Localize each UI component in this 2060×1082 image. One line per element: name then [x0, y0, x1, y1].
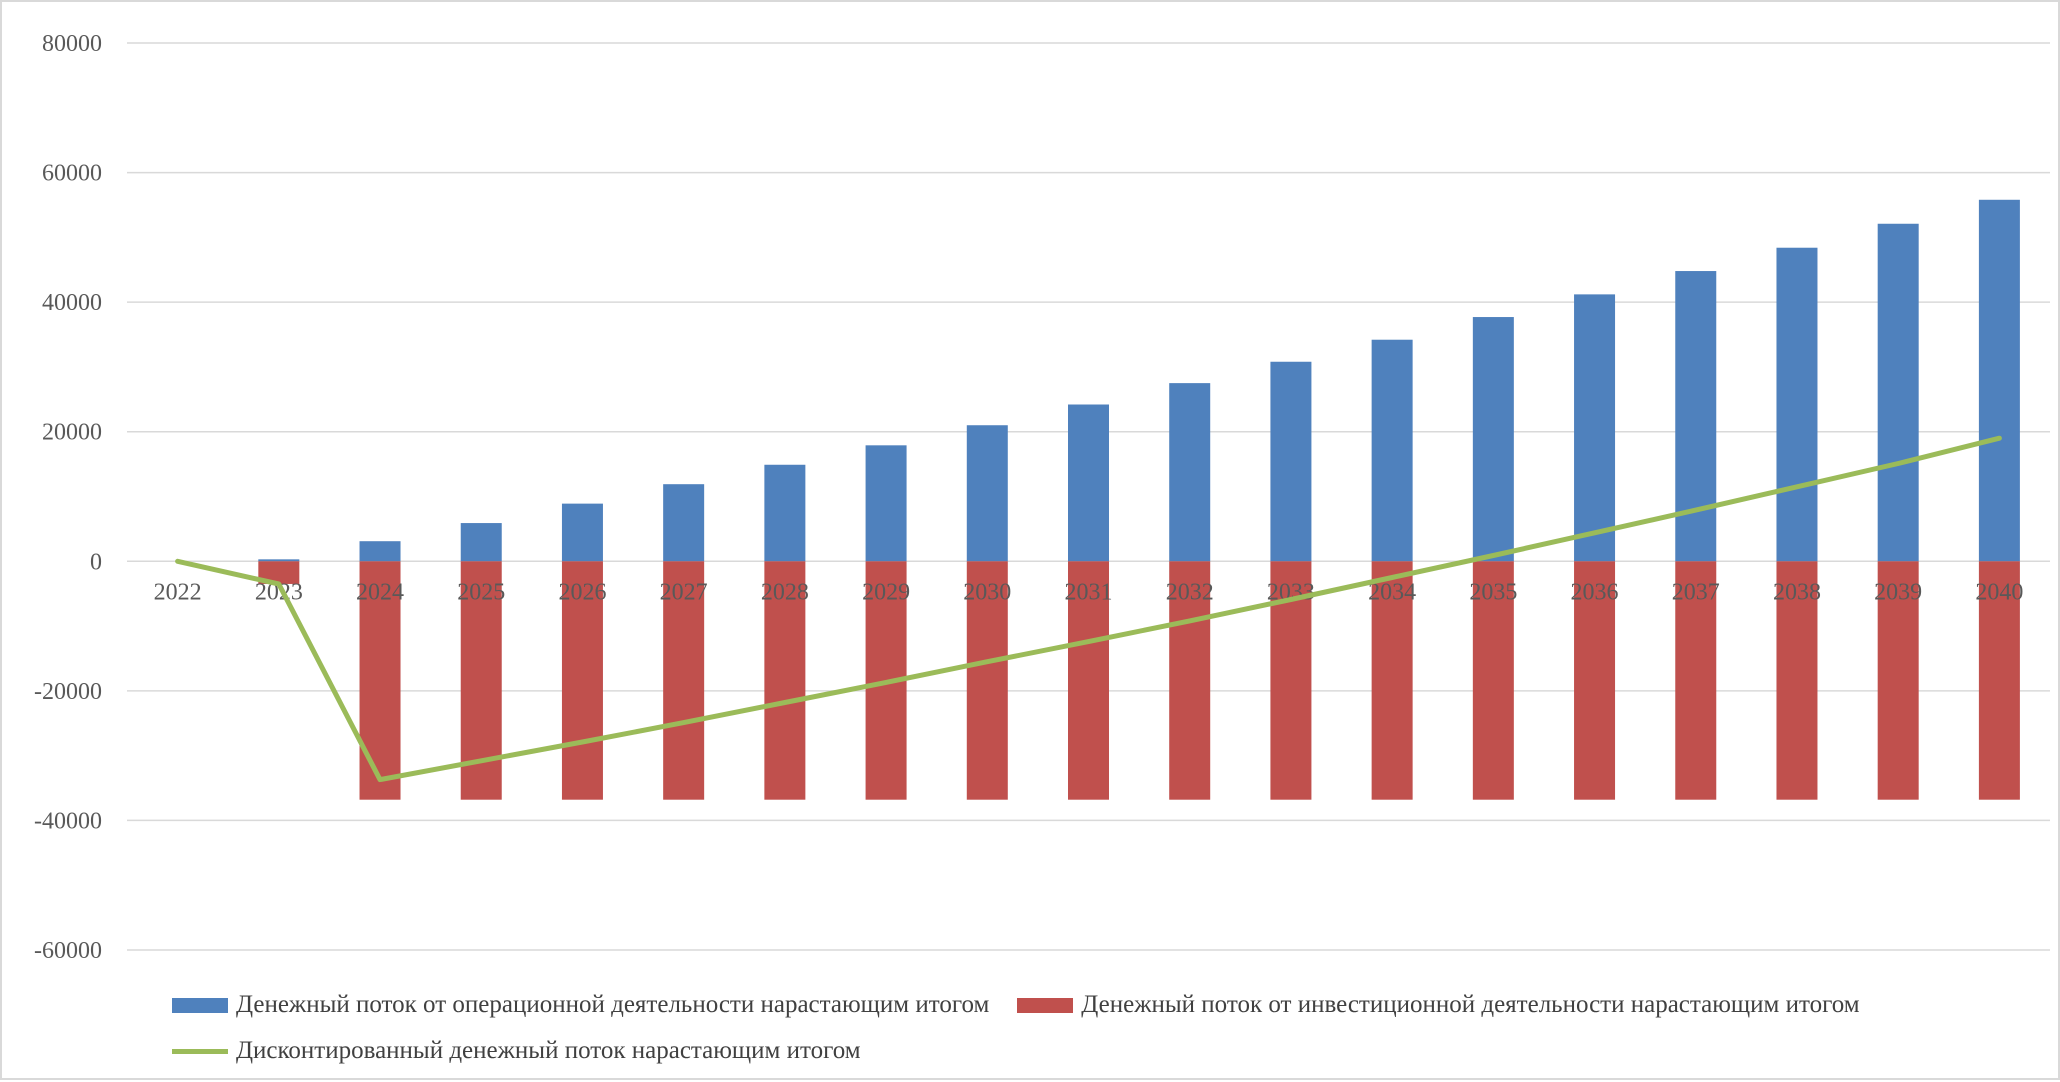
x-tick-label: 2030: [963, 579, 1011, 605]
y-tick-label: 80000: [42, 31, 102, 57]
bar-series-1: [258, 561, 300, 584]
legend-label-operational: Денежный поток от операционной деятельно…: [236, 991, 990, 1018]
bar-series-1: [561, 561, 603, 800]
bar-series-1: [1371, 561, 1413, 800]
x-tick-label: 2037: [1672, 579, 1720, 605]
bar-series-1: [1978, 561, 2020, 800]
x-tick-label: 2035: [1469, 579, 1517, 605]
bar-series-0: [258, 559, 300, 562]
bar-series-1: [359, 561, 401, 800]
x-tick-label: 2027: [660, 579, 708, 605]
bar-series-0: [1776, 247, 1818, 562]
bar-series-0: [865, 445, 907, 562]
bar-series-0: [460, 523, 502, 562]
bar-series-0: [1574, 294, 1616, 562]
bar-series-1: [1877, 561, 1919, 800]
x-tick-label: 2029: [862, 579, 910, 605]
x-tick-label: 2022: [154, 579, 202, 605]
legend-label-investment: Денежный поток от инвестиционной деятель…: [1081, 991, 1860, 1018]
legend-row-2: Дисконтированный денежный поток нарастаю…: [172, 1028, 2022, 1074]
bar-series-0: [1371, 339, 1413, 562]
x-tick-label: 2026: [558, 579, 606, 605]
x-tick-label: 2038: [1773, 579, 1821, 605]
legend-item-operational: Денежный поток от операционной деятельно…: [172, 991, 989, 1019]
bar-series-0: [966, 425, 1008, 562]
y-tick-label: 40000: [42, 290, 102, 316]
x-tick-label: 2028: [761, 579, 809, 605]
y-tick-label: 20000: [42, 420, 102, 446]
bar-series-0: [1978, 199, 2020, 562]
bar-series-0: [1169, 383, 1211, 562]
bar-series-0: [764, 464, 806, 562]
bar-series-1: [1068, 561, 1109, 800]
x-tick-label: 2036: [1571, 579, 1619, 605]
x-tick-label: 2032: [1166, 579, 1214, 605]
bar-series-0: [1270, 361, 1312, 562]
line-series-discounted: [175, 435, 2002, 783]
y-tick-label: -60000: [34, 938, 102, 964]
bar-series-1: [966, 561, 1008, 800]
y-tick-label: -40000: [34, 808, 102, 834]
bar-series-1: [1675, 561, 1717, 800]
bar-series-0: [561, 503, 603, 562]
x-tick-label: 2034: [1368, 579, 1416, 605]
y-tick-label: -20000: [34, 679, 102, 705]
legend-item-investment: Денежный поток от инвестиционной деятель…: [1017, 991, 1860, 1019]
y-tick-label: 0: [90, 549, 102, 575]
y-tick-label: 60000: [42, 161, 102, 187]
bar-series-1: [1776, 561, 1818, 800]
legend-swatch-discounted: [172, 1048, 228, 1054]
x-tick-label: 2024: [356, 579, 404, 605]
legend-label-discounted: Дисконтированный денежный поток нарастаю…: [236, 1037, 861, 1064]
bar-series-0: [1472, 317, 1514, 562]
bar-series-0: [359, 541, 401, 562]
legend-swatch-investment: [1017, 997, 1074, 1013]
bar-series-0: [1068, 404, 1109, 562]
bar-series-1: [663, 561, 705, 800]
legend: Денежный поток от операционной деятельно…: [172, 982, 2022, 1074]
bar-series-0: [1877, 223, 1919, 562]
bar-series-0: [663, 484, 705, 562]
legend-swatch-operational: [172, 997, 228, 1013]
x-tick-label: 2040: [1975, 579, 2023, 605]
bar-series-0: [1675, 271, 1717, 562]
legend-item-discounted: Дисконтированный денежный поток нарастаю…: [172, 1037, 861, 1065]
x-tick-label: 2039: [1874, 579, 1922, 605]
bar-series-1: [1169, 561, 1211, 800]
bar-series-1: [1574, 561, 1616, 800]
x-tick-label: 2025: [457, 579, 505, 605]
legend-row-1: Денежный поток от операционной деятельно…: [172, 982, 2022, 1028]
bar-series-1: [1472, 561, 1514, 800]
x-tick-label: 2031: [1065, 579, 1113, 605]
bar-series-1: [764, 561, 806, 800]
